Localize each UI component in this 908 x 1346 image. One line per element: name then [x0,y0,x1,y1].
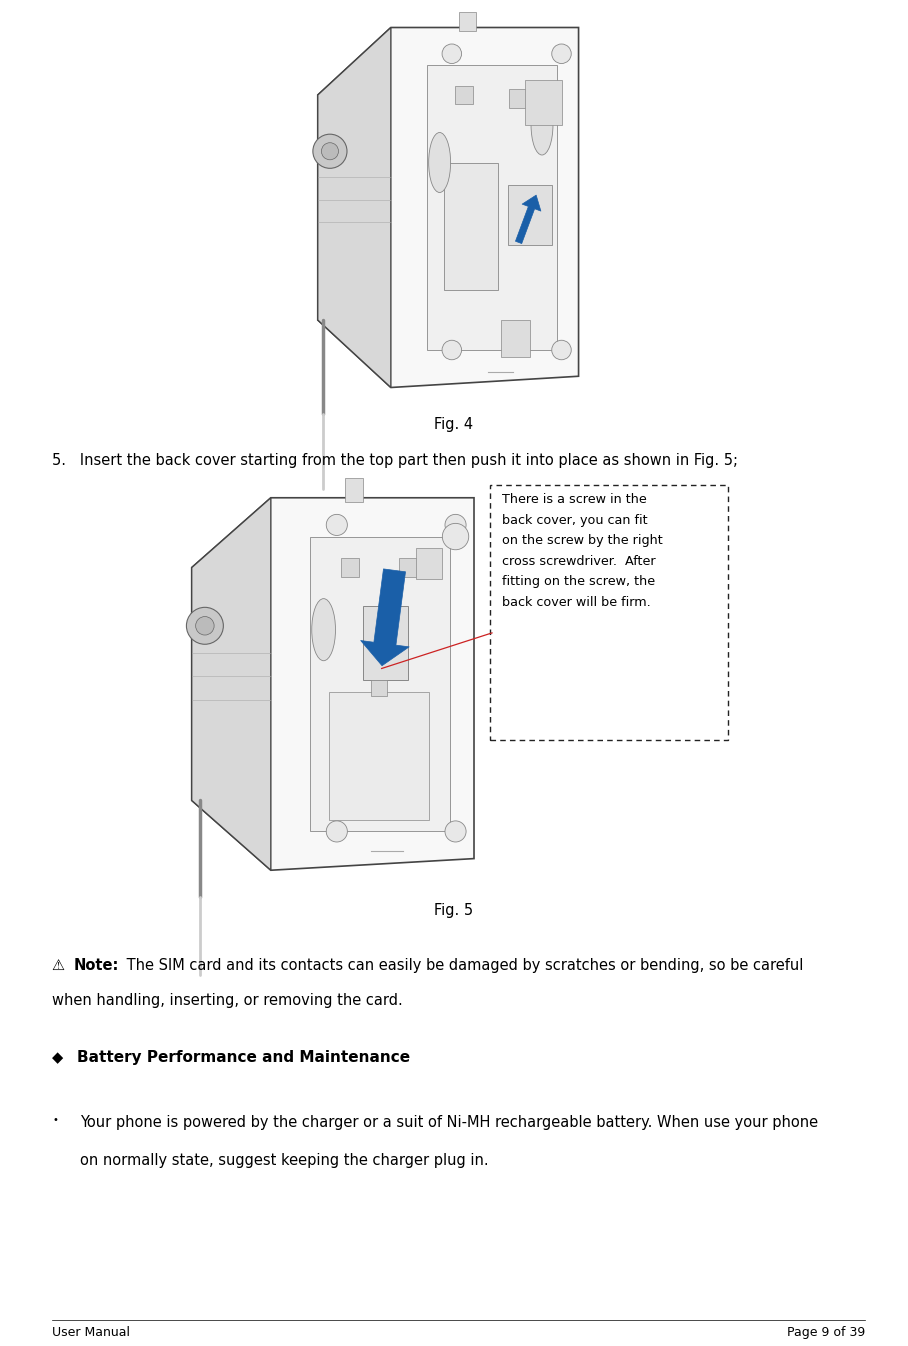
Polygon shape [371,680,387,696]
Circle shape [326,821,348,843]
Text: Note:: Note: [74,958,119,973]
Ellipse shape [311,599,335,661]
Polygon shape [445,163,498,289]
Text: User Manual: User Manual [52,1326,130,1339]
Circle shape [552,44,571,63]
Polygon shape [363,607,408,680]
Circle shape [442,44,461,63]
Circle shape [321,143,339,160]
Circle shape [445,514,466,536]
Polygon shape [318,27,578,388]
Circle shape [313,135,347,168]
Text: ⚠: ⚠ [52,958,70,973]
Circle shape [552,341,571,359]
Bar [525,79,561,125]
Bar [399,557,418,577]
Bar [340,557,360,577]
Text: Battery Performance and Maintenance: Battery Performance and Maintenance [77,1050,410,1065]
Polygon shape [508,184,552,245]
Polygon shape [318,27,390,388]
Text: on normally state, suggest keeping the charger plug in.: on normally state, suggest keeping the c… [80,1154,489,1168]
Polygon shape [311,537,450,832]
Text: The SIM card and its contacts can easily be damaged by scratches or bending, so : The SIM card and its contacts can easily… [122,958,804,973]
Polygon shape [192,498,474,871]
Text: Page 9 of 39: Page 9 of 39 [786,1326,865,1339]
Text: 5.   Insert the back cover starting from the top part then push it into place as: 5. Insert the back cover starting from t… [52,454,738,468]
Ellipse shape [531,96,553,155]
Bar [500,320,529,358]
Polygon shape [428,65,557,350]
FancyBboxPatch shape [490,485,728,740]
Ellipse shape [429,132,450,192]
Polygon shape [329,692,429,820]
Text: when handling, inserting, or removing the card.: when handling, inserting, or removing th… [52,993,403,1008]
Text: There is a screw in the
back cover, you can fit
on the screw by the right
cross : There is a screw in the back cover, you … [502,493,663,608]
Text: ◆: ◆ [52,1050,73,1065]
Polygon shape [345,478,363,502]
Text: Your phone is powered by the charger or a suit of Ni-MH rechargeable battery. Wh: Your phone is powered by the charger or … [80,1114,818,1131]
Circle shape [186,607,223,645]
Bar [509,89,526,108]
Circle shape [195,616,214,635]
Polygon shape [192,498,271,871]
Bar [456,86,472,105]
Text: Fig. 4: Fig. 4 [434,417,474,432]
Circle shape [442,524,469,549]
Circle shape [442,341,461,359]
Text: •: • [52,1114,58,1125]
Polygon shape [459,12,476,31]
Circle shape [326,514,348,536]
Text: Fig. 5: Fig. 5 [434,903,474,918]
Circle shape [445,821,466,843]
Bar [416,548,442,579]
